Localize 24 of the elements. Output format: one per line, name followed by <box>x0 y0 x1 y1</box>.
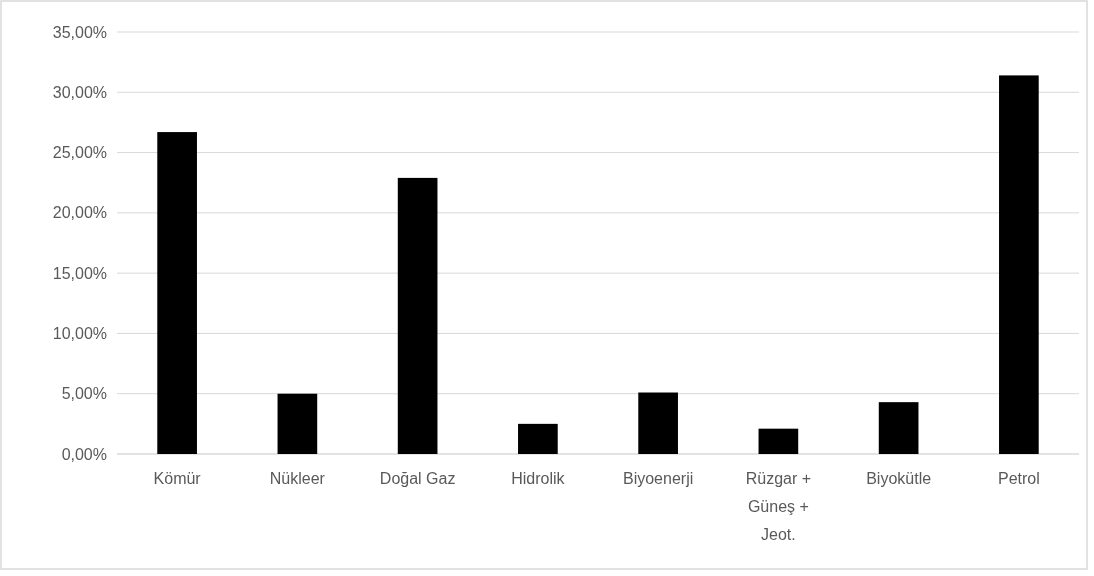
y-tick-label: 0,00% <box>61 445 107 463</box>
x-tick-label: Hidrolik <box>511 470 566 487</box>
bar <box>878 402 919 454</box>
x-tick-label: Rüzgar + Güneş + Jeot. <box>745 470 812 543</box>
bar <box>518 423 558 454</box>
x-tick-label: Biyoenerji <box>622 470 694 487</box>
y-tick-label: 5,00% <box>61 385 107 403</box>
x-tick-label: Doğal Gaz <box>379 470 456 487</box>
bar <box>277 393 318 454</box>
x-tick-label: Kömür <box>153 470 202 487</box>
bar <box>397 177 438 454</box>
bar <box>157 132 197 454</box>
x-tick-label: Nükleer <box>269 470 326 487</box>
y-tick-label: 25,00% <box>52 144 107 162</box>
y-tick-label: 10,00% <box>52 325 107 343</box>
y-tick-label: 35,00% <box>52 23 107 41</box>
y-tick-label: 20,00% <box>52 204 107 222</box>
x-tick-label: Petrol <box>997 470 1040 487</box>
bar <box>638 392 678 454</box>
bar <box>758 428 799 454</box>
y-tick-label: 15,00% <box>52 264 107 282</box>
x-tick-label: Biyokütle <box>866 470 932 487</box>
bar <box>999 75 1039 454</box>
y-tick-label: 30,00% <box>52 83 107 101</box>
